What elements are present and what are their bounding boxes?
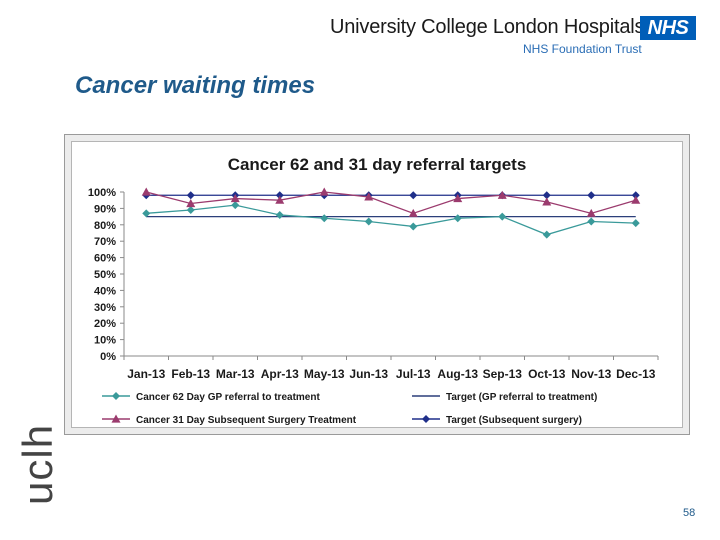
- data-point: [275, 195, 285, 204]
- data-point: [453, 214, 462, 223]
- x-tick-label: Jul-13: [396, 367, 431, 381]
- data-point: [587, 191, 596, 200]
- legend-label: Target (Subsequent surgery): [446, 415, 582, 426]
- chart-panel: Cancer 62 and 31 day referral targets 0% 1…: [71, 141, 683, 428]
- data-point: [231, 201, 240, 210]
- y-tick-label: 40%: [94, 285, 116, 297]
- x-tick-label: Nov-13: [571, 367, 611, 381]
- data-point: [186, 198, 196, 208]
- y-tick-label: 90%: [94, 203, 116, 215]
- chart-title: Cancer 62 and 31 day referral targets: [228, 155, 527, 174]
- y-tick-label: 10%: [94, 335, 116, 347]
- x-tick-label: Dec-13: [616, 367, 656, 381]
- y-tick-label: 60%: [94, 253, 116, 265]
- legend-label: Cancer 31 Day Subsequent Surgery Treatme…: [136, 415, 357, 426]
- y-tick-label: 100%: [88, 187, 116, 199]
- data-point: [542, 197, 552, 206]
- y-tick-label: 50%: [94, 269, 116, 281]
- chart-frame: Cancer 62 and 31 day referral targets 0% 1…: [64, 134, 690, 435]
- legend-label: Cancer 62 Day GP referral to treatment: [136, 392, 320, 403]
- data-point: [186, 206, 195, 215]
- data-point: [409, 191, 418, 200]
- data-point: [364, 217, 373, 226]
- data-point: [364, 192, 374, 201]
- data-point: [498, 212, 507, 221]
- data-point: [275, 210, 284, 219]
- data-point: [408, 208, 418, 217]
- x-tick-label: Aug-13: [437, 367, 478, 381]
- org-name: University College London Hospitals: [330, 16, 645, 38]
- legend-swatch-marker: [111, 414, 121, 423]
- data-point: [275, 191, 284, 200]
- y-tick-label: 80%: [94, 220, 116, 232]
- nhs-logo: NHS: [640, 16, 696, 40]
- legend-swatch-marker: [422, 415, 430, 423]
- data-point: [542, 230, 551, 239]
- x-tick-label: Jun-13: [349, 367, 388, 381]
- data-point: [142, 209, 151, 218]
- x-tick-label: Sep-13: [483, 367, 523, 381]
- y-tick-label: 30%: [94, 302, 116, 314]
- x-tick-label: Jan-13: [127, 367, 165, 381]
- data-point: [186, 191, 195, 200]
- x-tick-label: Apr-13: [261, 367, 299, 381]
- y-tick-label: 70%: [94, 236, 116, 248]
- y-tick-label: 0%: [100, 351, 116, 363]
- data-point: [230, 194, 240, 203]
- legend-swatch-marker: [112, 392, 120, 400]
- y-tick-label: 20%: [94, 318, 116, 330]
- data-point: [409, 222, 418, 231]
- uclh-side-logo: uclh: [14, 423, 61, 505]
- data-point: [587, 217, 596, 226]
- data-point: [631, 195, 641, 204]
- page-number: 58: [683, 507, 696, 519]
- data-point: [141, 187, 151, 196]
- data-point: [542, 191, 551, 200]
- slide-title: Cancer waiting times: [75, 72, 316, 99]
- x-tick-label: Feb-13: [171, 367, 210, 381]
- data-point: [320, 214, 329, 223]
- data-point: [319, 187, 329, 196]
- line-chart: Cancer 62 and 31 day referral targets 0% 1…: [88, 155, 659, 426]
- x-tick-label: Oct-13: [528, 367, 566, 381]
- legend-label: Target (GP referral to treatment): [446, 392, 597, 403]
- x-tick-label: May-13: [304, 367, 345, 381]
- x-tick-label: Mar-13: [216, 367, 255, 381]
- data-point: [453, 194, 463, 203]
- org-subtitle: NHS Foundation Trust: [523, 42, 642, 56]
- data-point: [497, 190, 507, 199]
- data-point: [631, 191, 640, 200]
- data-point: [586, 208, 596, 217]
- series-line: [146, 204, 636, 236]
- series-line: [146, 191, 636, 215]
- data-point: [631, 219, 640, 228]
